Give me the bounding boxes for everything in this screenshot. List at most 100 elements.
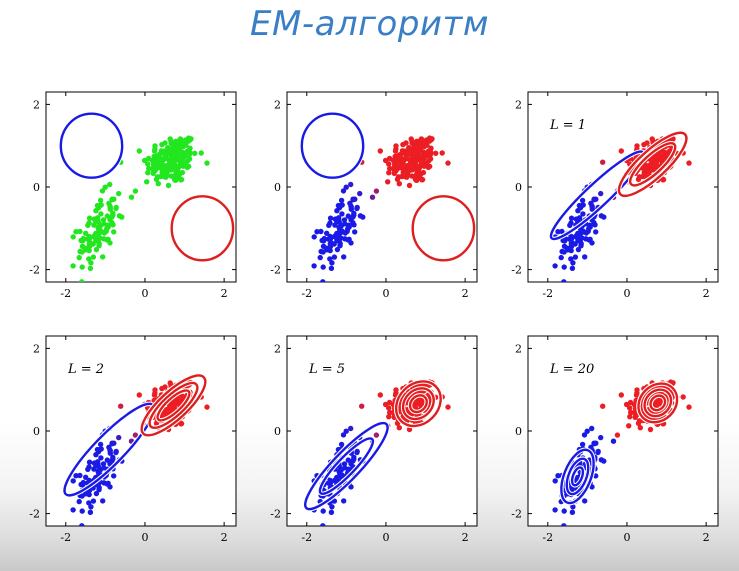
data-point	[70, 478, 76, 484]
data-point	[421, 155, 427, 161]
data-point	[320, 308, 325, 313]
data-point	[327, 477, 333, 484]
data-point	[354, 204, 360, 211]
data-point	[634, 387, 640, 393]
data-point	[104, 481, 110, 487]
data-point	[593, 229, 599, 235]
data-point	[110, 212, 116, 218]
data-point	[627, 405, 633, 411]
data-point	[327, 233, 333, 240]
data-point	[403, 148, 409, 154]
data-point	[94, 215, 101, 221]
component-contour	[59, 112, 124, 179]
component-contour	[408, 394, 428, 414]
data-point	[614, 432, 621, 438]
data-point	[404, 174, 410, 180]
data-point	[393, 387, 399, 393]
data-point	[327, 215, 334, 221]
data-point	[86, 477, 92, 484]
data-point	[320, 508, 326, 514]
data-point	[575, 230, 581, 237]
data-point	[598, 434, 604, 441]
em-panel-3: -2 0 2 2 0 -2 L = 1	[511, 91, 719, 300]
data-point	[348, 181, 354, 188]
data-point	[100, 461, 107, 467]
data-point	[162, 148, 168, 154]
data-point	[149, 157, 155, 164]
data-point	[334, 246, 341, 253]
data-point	[626, 423, 632, 429]
data-point	[393, 143, 399, 149]
data-point	[328, 509, 335, 515]
data-point	[634, 143, 640, 149]
data-point	[559, 228, 565, 235]
data-point	[641, 141, 647, 148]
x-tick-label: 0	[382, 531, 389, 544]
data-point	[101, 230, 108, 236]
data-point	[410, 159, 417, 166]
data-point	[637, 425, 643, 431]
data-point	[680, 394, 686, 400]
data-point	[338, 223, 344, 229]
data-point	[168, 138, 174, 145]
x-tick-label: -2	[301, 287, 312, 300]
data-point	[79, 279, 85, 282]
data-point	[686, 404, 692, 410]
data-point	[568, 243, 575, 250]
data-point	[83, 247, 89, 253]
data-point	[414, 138, 420, 144]
y-tick-label: 0	[515, 425, 522, 438]
data-point	[396, 425, 402, 431]
data-point	[154, 174, 161, 180]
component-contour	[637, 382, 679, 424]
data-point	[155, 165, 162, 171]
data-point	[445, 404, 451, 410]
data-point	[561, 508, 567, 514]
data-point	[572, 254, 579, 260]
data-point	[96, 487, 102, 493]
data-point	[79, 264, 85, 270]
data-point	[184, 164, 191, 171]
data-point	[555, 473, 561, 479]
y-tick-label: 2	[33, 98, 40, 111]
data-point	[601, 458, 607, 464]
data-point	[561, 552, 566, 557]
data-point	[633, 392, 640, 398]
data-point	[331, 254, 338, 260]
data-point	[91, 466, 97, 472]
data-point	[113, 204, 119, 211]
data-point	[558, 254, 564, 261]
data-point	[427, 156, 434, 162]
data-point	[636, 418, 643, 424]
data-point	[187, 145, 193, 151]
x-tick-label: -2	[542, 531, 553, 544]
data-point	[390, 165, 396, 172]
data-point	[584, 428, 590, 434]
data-point	[86, 500, 92, 506]
data-point	[417, 172, 423, 178]
data-point	[338, 467, 344, 473]
x-tick-label: 2	[221, 287, 228, 300]
data-point	[107, 181, 113, 188]
data-point	[327, 256, 333, 262]
data-point	[583, 230, 589, 236]
data-point	[86, 243, 93, 250]
y-tick-label: 0	[33, 181, 40, 194]
data-point	[354, 448, 360, 455]
data-point	[618, 392, 624, 398]
x-tick-label: 0	[141, 531, 148, 544]
data-point	[159, 141, 165, 148]
iteration-label: L = 5	[308, 362, 345, 377]
data-point	[77, 472, 83, 479]
data-point	[589, 425, 595, 432]
data-point	[398, 160, 405, 166]
data-point	[567, 222, 573, 228]
data-point	[382, 157, 389, 164]
data-point	[94, 446, 101, 453]
data-point	[86, 215, 93, 221]
data-point	[427, 151, 434, 158]
x-tick-label: -2	[542, 287, 553, 300]
data-point	[180, 163, 186, 169]
data-point	[589, 203, 595, 209]
data-point	[70, 263, 76, 269]
